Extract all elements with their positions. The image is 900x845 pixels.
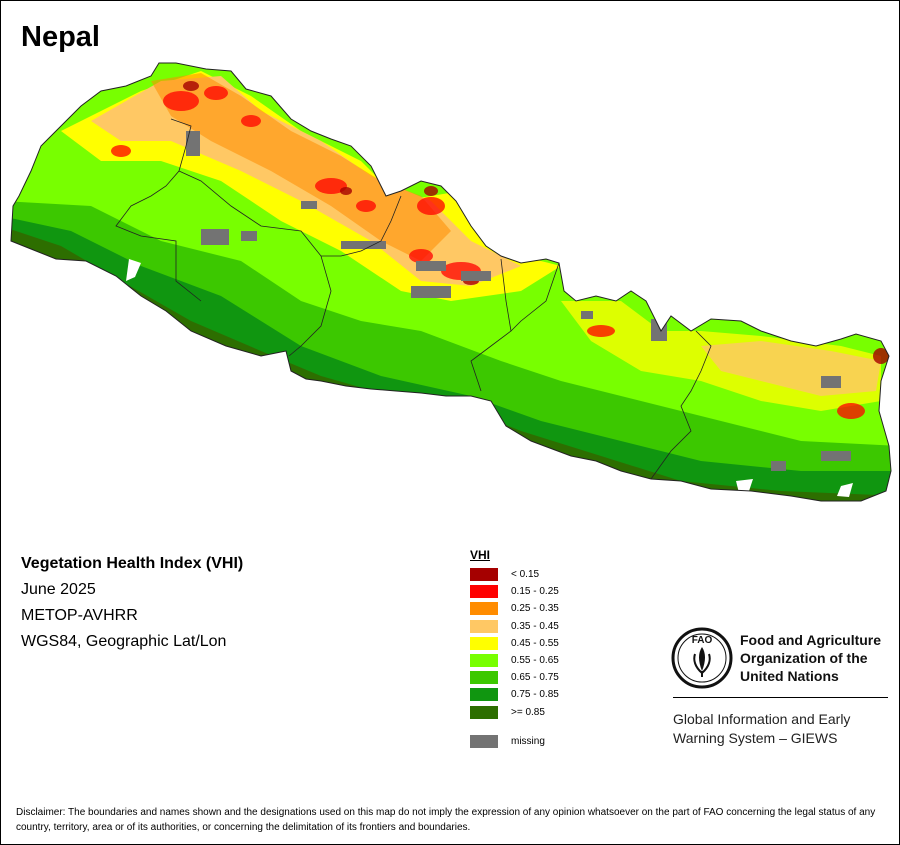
organization-name-line-3: United Nations — [740, 668, 839, 684]
legend-swatch — [470, 671, 498, 685]
legend-label: 0.15 - 0.25 — [511, 586, 559, 598]
vhi-raster — [11, 63, 891, 501]
organization-name: Food and Agriculture Organization of the… — [740, 631, 881, 685]
legend-label: 0.55 - 0.65 — [511, 655, 559, 667]
legend-swatch — [470, 688, 498, 702]
map-projection: WGS84, Geographic Lat/Lon — [21, 633, 227, 650]
fao-logo-text: FAO — [692, 635, 713, 646]
legend-label: 0.25 - 0.35 — [511, 603, 559, 615]
legend-item: >= 0.85 — [470, 704, 559, 721]
nepal-vhi-map — [10, 62, 892, 502]
legend-label: 0.35 - 0.45 — [511, 620, 559, 632]
legend-label: 0.75 - 0.85 — [511, 689, 559, 701]
disclaimer-text: Disclaimer: The boundaries and names sho… — [16, 807, 876, 833]
legend-label: 0.65 - 0.75 — [511, 672, 559, 684]
legend-swatch — [470, 585, 498, 599]
legend-swatch-missing — [470, 734, 498, 748]
map-sensor: METOP-AVHRR — [21, 607, 138, 624]
giews-line-1: Global Information and Early — [673, 711, 851, 727]
fao-logo: FAO — [671, 627, 733, 689]
vhi-legend: VHI < 0.15 0.15 - 0.25 0.25 - 0.35 0.35 - 0… — [470, 548, 559, 750]
legend-item: 0.15 - 0.25 — [470, 583, 559, 600]
giews-name: Global Information and Early Warning Sys… — [673, 710, 850, 748]
legend-swatch — [470, 705, 498, 719]
legend-item: 0.45 - 0.55 — [470, 635, 559, 652]
organization-name-line-2: Organization of the — [740, 650, 868, 666]
legend-label: < 0.15 — [511, 569, 540, 581]
legend-item: 0.75 - 0.85 — [470, 686, 559, 703]
legend-item: 0.55 - 0.65 — [470, 652, 559, 669]
divider — [673, 697, 888, 698]
legend-item: 0.25 - 0.35 — [470, 600, 559, 617]
legend-label: >= 0.85 — [511, 706, 545, 718]
legend-item: < 0.15 — [470, 566, 559, 583]
legend-item-missing: missing — [470, 733, 559, 750]
map-date: June 2025 — [21, 581, 96, 598]
legend-item: 0.35 - 0.45 — [470, 618, 559, 635]
legend-swatch — [470, 568, 498, 582]
map-subject: Vegetation Health Index (VHI) — [21, 555, 244, 572]
legend-swatch — [470, 619, 498, 633]
legend-swatch — [470, 636, 498, 650]
legend-swatch — [470, 654, 498, 668]
legend-label: 0.45 - 0.55 — [511, 637, 559, 649]
map-title: Nepal — [21, 21, 100, 53]
province-boundaries — [115, 118, 712, 480]
organization-name-line-1: Food and Agriculture — [740, 632, 882, 648]
legend-swatch — [470, 602, 498, 616]
legend-item: 0.65 - 0.75 — [470, 669, 559, 686]
map-info-block: Vegetation Health Index (VHI) June 2025 … — [21, 554, 243, 658]
legend-label-missing: missing — [511, 735, 545, 747]
giews-line-2: Warning System – GIEWS — [673, 730, 838, 746]
legend-title: VHI — [470, 548, 491, 562]
